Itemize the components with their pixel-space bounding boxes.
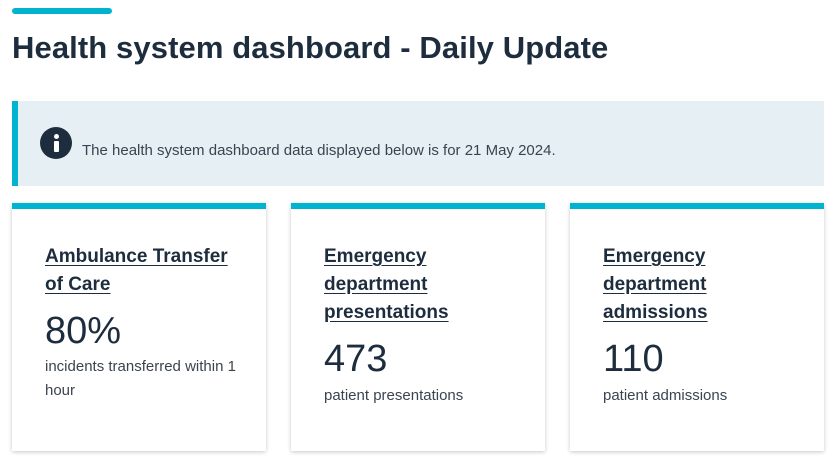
card-value: 110 bbox=[603, 338, 664, 380]
page-title: Health system dashboard - Daily Update bbox=[12, 30, 609, 65]
card-value: 80% bbox=[45, 310, 122, 352]
card-title-link[interactable]: Ambulance Transfer of Care bbox=[45, 246, 228, 295]
info-banner: The health system dashboard data display… bbox=[12, 101, 824, 186]
card-title-link[interactable]: Emergency department admissions bbox=[603, 246, 708, 323]
card-caption: incidents transferred within 1 hour bbox=[45, 358, 236, 399]
info-text: The health system dashboard data display… bbox=[82, 142, 556, 159]
card-title-link[interactable]: Emergency department presentations bbox=[324, 246, 449, 323]
info-icon bbox=[40, 127, 72, 159]
card-ed-presentations: Emergency department presentations 473 p… bbox=[291, 203, 545, 451]
card-value: 473 bbox=[324, 338, 388, 380]
card-ed-admissions: Emergency department admissions 110 pati… bbox=[570, 203, 824, 451]
card-caption: patient admissions bbox=[603, 387, 728, 404]
title-accent-bar bbox=[12, 8, 112, 14]
card-ambulance-transfer: Ambulance Transfer of Care 80% incidents… bbox=[12, 203, 266, 451]
card-caption: patient presentations bbox=[324, 387, 464, 404]
